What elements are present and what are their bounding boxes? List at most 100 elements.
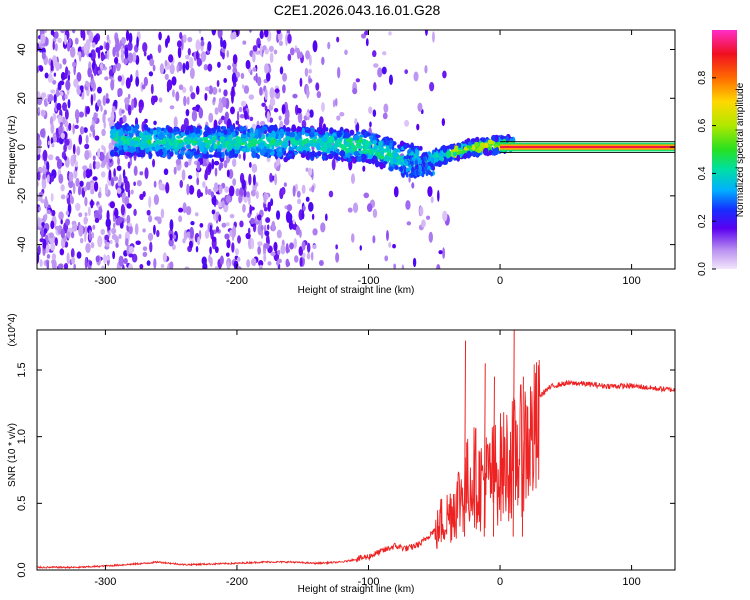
signal-blob [310, 142, 316, 148]
noise-blob [438, 250, 443, 255]
noise-blob [84, 256, 88, 269]
noise-blob [232, 178, 237, 186]
noise-blob [196, 160, 201, 171]
noise-blob [236, 257, 241, 262]
signal-blob [432, 165, 436, 171]
noise-blob [432, 31, 435, 43]
noise-blob [77, 185, 82, 196]
noise-blob [76, 146, 81, 156]
signal-blob [410, 173, 414, 179]
signal-blob [176, 144, 182, 150]
noise-blob [147, 232, 154, 242]
noise-blob [289, 242, 294, 250]
noise-blob [97, 191, 102, 199]
noise-blob [149, 58, 155, 67]
noise-blob [252, 67, 257, 72]
noise-blob [45, 36, 48, 47]
noise-blob [37, 91, 41, 100]
noise-blob [196, 57, 202, 67]
signal-blob [365, 132, 372, 137]
noise-blob [195, 245, 199, 253]
noise-blob [281, 186, 286, 195]
noise-blob [226, 261, 230, 269]
noise-blob [84, 143, 90, 150]
signal-blob [370, 149, 376, 153]
noise-blob [354, 118, 358, 125]
signal-blob [437, 160, 443, 168]
noise-blob [171, 76, 177, 86]
noise-blob [200, 51, 207, 62]
noise-blob [372, 50, 377, 58]
noise-blob [287, 53, 292, 61]
snr-spike [492, 376, 495, 537]
chart-title: C2E1.2026.043.16.01.G28 [274, 2, 441, 18]
noise-blob [196, 177, 200, 186]
noise-blob [211, 236, 217, 243]
noise-blob [227, 65, 232, 71]
signal-blob [281, 147, 285, 153]
noise-blob [62, 102, 68, 112]
noise-blob [282, 84, 286, 94]
noise-blob [265, 234, 270, 246]
noise-blob [255, 190, 259, 200]
noise-blob [159, 63, 165, 75]
noise-blob [259, 30, 264, 40]
signal-blob [335, 139, 341, 144]
noise-blob [104, 183, 109, 195]
signal-blob [392, 158, 398, 164]
noise-blob [166, 79, 173, 91]
noise-blob [296, 198, 302, 205]
signal-blob [350, 142, 355, 146]
noise-blob [158, 31, 162, 41]
signal-blob [185, 144, 191, 149]
noise-blob [91, 62, 95, 70]
noise-blob [187, 175, 193, 180]
noise-blob [263, 192, 267, 205]
spectrogram-y-label: Frequency (Hz) [7, 116, 18, 185]
signal-blob [309, 151, 313, 158]
noise-blob [212, 86, 218, 95]
signal-blob [509, 138, 513, 143]
noise-blob [59, 248, 65, 256]
spectrogram-x-label: Height of straight line (km) [298, 285, 415, 296]
signal-blob [213, 143, 218, 150]
noise-blob [118, 174, 122, 187]
noise-blob [393, 186, 399, 198]
y-tick-label: 0 [16, 144, 28, 150]
noise-blob [125, 238, 129, 247]
noise-blob [84, 150, 90, 161]
signal-blob [300, 152, 306, 158]
noise-blob [48, 93, 54, 102]
snr-marks [37, 330, 675, 570]
noise-blob [97, 149, 101, 159]
noise-blob [66, 42, 71, 52]
noise-blob [40, 92, 47, 99]
signal-blob [399, 167, 403, 173]
noise-blob [163, 168, 169, 176]
noise-blob [60, 184, 65, 192]
noise-blob [173, 166, 177, 175]
noise-blob [92, 155, 96, 161]
noise-blob [316, 91, 322, 99]
signal-blob [359, 134, 364, 138]
noise-blob [83, 42, 88, 55]
signal-blob [206, 126, 211, 132]
noise-blob [240, 72, 245, 79]
noise-blob [142, 251, 148, 257]
noise-blob [84, 196, 88, 207]
noise-blob [75, 202, 81, 212]
y-tick-label: 1.5 [16, 362, 28, 377]
noise-blob [114, 42, 120, 53]
noise-blob [187, 36, 193, 43]
signal-blob [493, 149, 499, 156]
signal-blob [347, 151, 351, 159]
noise-blob [311, 185, 315, 193]
noise-blob [135, 54, 140, 65]
signal-blob [239, 125, 244, 133]
noise-blob [168, 54, 174, 63]
signal-blob [109, 134, 115, 139]
noise-blob [100, 228, 105, 235]
signal-blob [268, 132, 274, 138]
noise-blob [280, 244, 286, 255]
signal-blob [149, 128, 154, 135]
